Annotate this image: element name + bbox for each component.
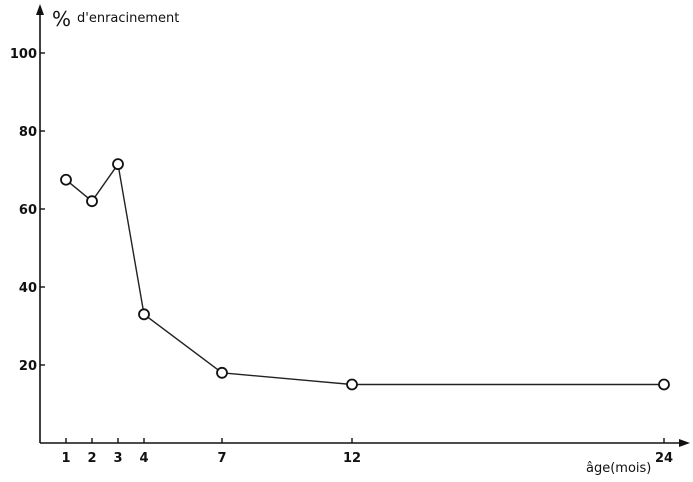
series-points <box>60 158 670 391</box>
y-tick-label: 80 <box>19 125 37 140</box>
x-axis-title: âge(mois) <box>586 461 651 476</box>
x-tick-label: 1 <box>61 451 70 466</box>
series-0 <box>60 158 670 391</box>
y-axis-arrow <box>36 4 44 15</box>
y-tick-label: 40 <box>19 281 37 296</box>
x-tick-label: 2 <box>87 451 96 466</box>
y-tick-label: 60 <box>19 203 37 218</box>
data-point <box>138 308 150 321</box>
data-point <box>346 378 358 391</box>
x-tick-label: 7 <box>217 451 226 466</box>
y-axis-title-symbol: % <box>52 7 71 31</box>
x-tick-label: 3 <box>113 451 122 466</box>
y-axis-title: % d'enracinement <box>52 7 179 31</box>
data-point <box>86 195 98 208</box>
x-axis-arrow <box>679 439 690 447</box>
x-tick-label: 4 <box>139 451 148 466</box>
y-ticks: 20 40 60 80 100 <box>10 47 45 374</box>
data-point <box>658 378 670 391</box>
y-tick-label: 20 <box>19 359 37 374</box>
data-point <box>216 366 228 379</box>
x-tick-label: 12 <box>343 451 361 466</box>
series-line <box>65 162 664 386</box>
y-tick-label: 100 <box>10 47 37 62</box>
y-axis-title-text: d'enracinement <box>77 11 179 26</box>
data-point <box>112 158 124 171</box>
data-point <box>60 173 72 186</box>
x-tick-label: 24 <box>655 451 673 466</box>
axes <box>36 4 690 447</box>
x-ticks: 1 2 3 4 7 12 24 <box>61 438 673 466</box>
